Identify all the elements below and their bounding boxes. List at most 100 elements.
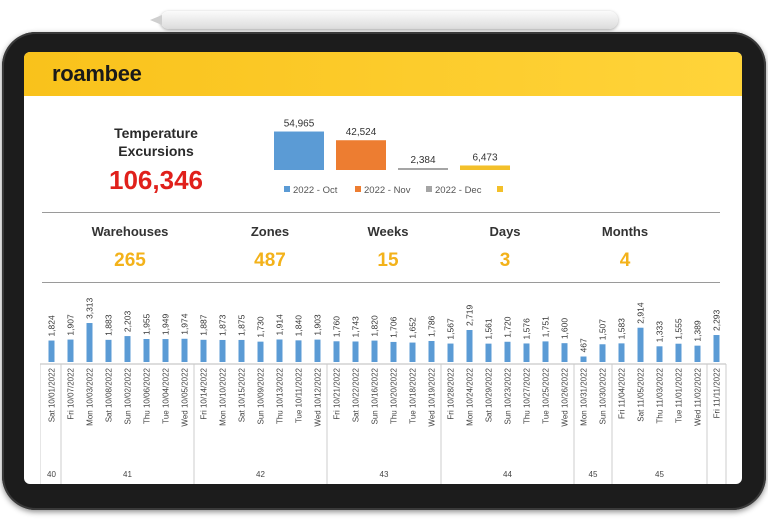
daily-bar [162,339,169,362]
daily-bar [105,339,112,362]
daily-bar-value: 1,720 [503,316,513,338]
monthly-bar-label-0: 54,965 [284,119,315,130]
date-tick-label: Thu 10/06/2022 [143,367,152,424]
date-tick-label: Fri 10/21/2022 [333,367,342,419]
stat-value-zones: 487 [254,250,286,271]
stat-value-warehouses: 265 [114,250,146,271]
stat-label-months: Months [601,224,649,239]
date-tick-label: Mon 10/31/2022 [580,367,589,425]
daily-bar [428,340,435,362]
daily-bar [219,339,226,362]
date-tick-label: Wed 10/19/2022 [428,367,437,426]
week-group-label: 45 [655,470,664,479]
legend-swatch-0 [284,186,290,192]
daily-bar [143,339,150,362]
daily-bar-value: 1,786 [427,315,437,337]
daily-bar-value: 2,914 [636,302,646,324]
legend-swatch-2 [426,186,432,192]
daily-bar-value: 1,576 [522,318,532,340]
date-tick-label: Fri 10/14/2022 [200,367,209,419]
daily-bar [409,342,416,362]
date-tick-label: Wed 11/02/2022 [694,367,703,426]
week-group-label: 45 [589,470,598,479]
daily-bar [67,339,74,362]
daily-bar [713,335,720,362]
stylus-tip [150,15,162,25]
date-tick-label: Sun 10/30/2022 [599,367,608,424]
daily-bar [390,341,397,362]
daily-bar [656,346,663,362]
date-tick-label: Thu 10/13/2022 [276,367,285,424]
daily-bar-value: 1,914 [275,314,285,336]
daily-bar [485,343,492,362]
legend-swatch-3 [497,186,503,192]
date-tick-label: Sat 10/15/2022 [238,367,247,422]
daily-bar-value: 1,730 [256,316,266,338]
date-tick-label: Tue 10/11/2022 [295,367,304,423]
legend-label-0: 2022 - Oct [293,185,338,196]
daily-bar-value: 1,743 [351,316,361,338]
daily-bar-value: 2,293 [712,309,722,331]
daily-bar-value: 1,873 [218,314,228,336]
daily-bar [200,339,207,362]
date-tick-label: Sat 10/08/2022 [105,367,114,422]
date-tick-label: Mon 10/24/2022 [466,367,475,425]
daily-bar-value: 1,974 [180,313,190,335]
date-tick-label: Thu 10/27/2022 [523,367,532,424]
monthly-bar-0 [274,131,324,170]
daily-bar-value: 3,313 [85,297,95,319]
daily-bar-value: 1,389 [693,320,703,342]
date-tick-label: Tue 10/18/2022 [409,367,418,423]
daily-bar [580,356,587,362]
date-tick-label: Sat 10/29/2022 [485,367,494,422]
date-tick-label: Sun 10/09/2022 [257,367,266,424]
daily-bar-value: 1,760 [332,316,342,338]
daily-bar [523,343,530,362]
daily-bar [86,323,93,362]
daily-bar [561,343,568,362]
daily-bar-value: 1,955 [142,313,152,335]
monthly-excursions-chart: 54,965 42,524 2,384 6,473 2022 - Oct 2022 - N… [274,119,510,196]
daily-bar [124,336,131,362]
monthly-bar-label-1: 42,524 [346,127,377,138]
date-tick-label: Thu 10/20/2022 [390,367,399,424]
divider-bottom [42,282,720,283]
stat-value-weeks: 15 [377,250,399,271]
header-bar: roambee [24,52,742,96]
stat-label-warehouses: Warehouses [91,224,169,239]
week-group-label: 42 [256,470,265,479]
date-tick-label: Fri 10/28/2022 [447,367,456,419]
date-tick-label: Tue 10/04/2022 [162,367,171,423]
date-tick-label: Tue 10/25/2022 [542,367,551,423]
daily-bar-value: 1,333 [655,321,665,343]
daily-bar-value: 1,561 [484,318,494,340]
daily-bar-value: 1,875 [237,314,247,336]
stat-value-days: 3 [499,250,511,271]
week-group-label: 43 [380,470,389,479]
daily-bar-value: 1,507 [598,319,608,341]
divider-top [42,212,720,213]
daily-bar-value: 467 [579,338,589,352]
daily-bar [694,345,701,362]
daily-bar [295,340,302,362]
roambee-logo: roambee [52,61,142,86]
daily-bar-value: 1,820 [370,315,380,337]
daily-bar [637,327,644,362]
daily-bar-value: 1,883 [104,314,114,336]
dashboard-screen: roambee Temperature Excursions 106,346 5… [24,52,742,484]
daily-bar [675,343,682,362]
daily-bar-value: 1,652 [408,317,418,339]
daily-bar [48,340,55,362]
daily-bar-value: 1,824 [47,315,57,337]
date-tick-label: Thu 11/03/2022 [656,367,665,423]
daily-bar [352,341,359,362]
legend-swatch-1 [355,186,361,192]
date-tick-label: Fri 11/04/2022 [618,367,627,419]
date-tick-label: Fri 10/07/2022 [67,367,76,419]
monthly-bar-label-2: 2,384 [410,155,435,166]
daily-excursions-chart: 1,824 Sat 10/01/2022 1,907 Fri 10/07/2022 3,… [40,297,727,484]
date-tick-label: Fri 11/11/2022 [713,367,722,418]
daily-bar [333,341,340,362]
daily-bar [257,341,264,362]
week-group-label: 41 [123,470,132,479]
